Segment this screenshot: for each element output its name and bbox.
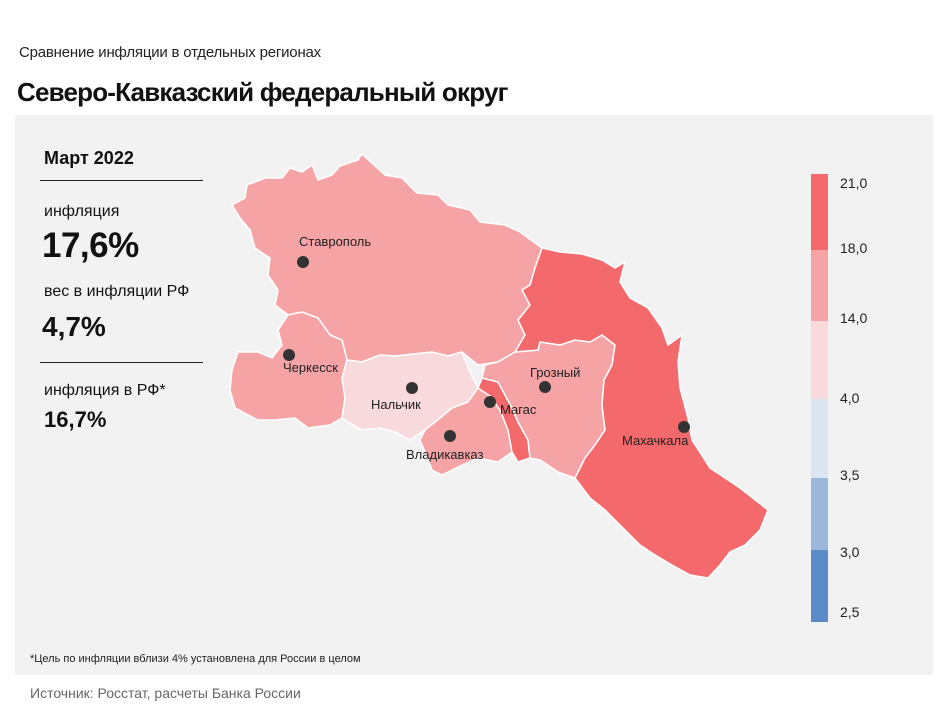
legend-bin-3-35	[811, 478, 828, 550]
legend-tick-label: 14,0	[840, 310, 867, 326]
city-label-grozny: Грозный	[530, 365, 580, 380]
region-north-ossetia[interactable]	[419, 386, 513, 476]
source-note: Источник: Росстат, расчеты Банка России	[30, 685, 301, 701]
legend-bin-4-14	[811, 321, 828, 399]
footnote: *Цель по инфляции вблизи 4% установлена …	[30, 653, 361, 665]
city-marker	[406, 382, 418, 394]
city-marker	[678, 421, 690, 433]
legend-bin-18-21	[811, 174, 828, 250]
weight-value: 4,7%	[42, 311, 106, 342]
legend-tick-label: 3,5	[840, 467, 860, 483]
legend-bin-25-3	[811, 550, 828, 622]
legend-tick-label: 3,0	[840, 544, 860, 560]
city-marker	[484, 396, 496, 408]
divider-bottom	[40, 362, 203, 363]
legend-tick-label: 21,0	[840, 175, 867, 191]
legend-tick-label: 2,5	[840, 604, 860, 620]
legend-tick-label: 18,0	[840, 240, 867, 256]
city-magas: Магас	[484, 396, 537, 417]
legend-bin-14-18	[811, 250, 828, 321]
city-label-magas: Магас	[500, 402, 537, 417]
legend-bin-35-4	[811, 399, 828, 478]
legend: 21,0 18,0 14,0 4,0 3,5 3,0 2,5	[811, 174, 867, 622]
inflation-value: 17,6%	[42, 226, 139, 265]
region-karachay-cherkessia[interactable]	[229, 311, 348, 429]
city-marker	[297, 256, 309, 268]
divider-top	[40, 180, 203, 181]
city-nalchik: Нальчик	[371, 382, 421, 412]
weight-label: вес в инфляции РФ	[44, 283, 190, 300]
city-label-makhachkala: Махачкала	[622, 433, 689, 448]
city-label-cherkessk: Черкесск	[283, 360, 338, 375]
city-grozny: Грозный	[530, 365, 580, 393]
city-stavropol: Ставрополь	[297, 234, 371, 268]
rf-inflation-label: инфляция в РФ*	[44, 382, 166, 399]
city-marker	[539, 381, 551, 393]
city-marker	[444, 430, 456, 442]
city-vladikavkaz: Владикавказ	[406, 430, 484, 462]
period-label: Март 2022	[44, 148, 134, 168]
city-makhachkala: Махачкала	[622, 421, 690, 448]
region-dagestan[interactable]	[513, 247, 769, 579]
city-cherkessk: Черкесск	[283, 349, 338, 375]
page-supertitle: Сравнение инфляции в отдельных регионах	[19, 44, 321, 61]
city-label-vladikavkaz: Владикавказ	[406, 447, 484, 462]
city-label-nalchik: Нальчик	[371, 397, 421, 412]
city-marker	[283, 349, 295, 361]
rf-inflation-value: 16,7%	[44, 407, 107, 432]
legend-tick-label: 4,0	[840, 390, 860, 406]
inflation-label: инфляция	[44, 203, 120, 220]
page-title: Северо-Кавказский федеральный округ	[17, 77, 508, 107]
city-label-stavropol: Ставрополь	[299, 234, 371, 249]
